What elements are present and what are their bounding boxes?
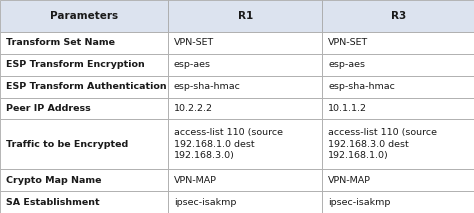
- Bar: [322, 169, 474, 191]
- Bar: [0, 54, 168, 76]
- Text: VPN-MAP: VPN-MAP: [328, 176, 371, 185]
- Text: Traffic to be Encrypted: Traffic to be Encrypted: [6, 140, 128, 149]
- Bar: [0, 98, 168, 119]
- Text: ipsec-isakmp: ipsec-isakmp: [328, 198, 391, 207]
- Bar: [0, 191, 168, 213]
- Bar: [0, 76, 168, 98]
- Bar: [322, 98, 474, 119]
- Bar: [322, 32, 474, 54]
- Text: esp-aes: esp-aes: [174, 60, 211, 69]
- Bar: [0, 32, 168, 54]
- Bar: [168, 191, 322, 213]
- Bar: [0, 169, 168, 191]
- Text: esp-sha-hmac: esp-sha-hmac: [328, 82, 395, 91]
- Text: R1: R1: [237, 11, 253, 21]
- Text: R3: R3: [391, 11, 406, 21]
- Text: access-list 110 (source
192.168.3.0 dest
192.168.1.0): access-list 110 (source 192.168.3.0 dest…: [328, 128, 437, 160]
- Bar: [322, 191, 474, 213]
- Text: access-list 110 (source
192.168.1.0 dest
192.168.3.0): access-list 110 (source 192.168.1.0 dest…: [174, 128, 283, 160]
- Bar: [322, 76, 474, 98]
- Bar: [322, 54, 474, 76]
- Text: Crypto Map Name: Crypto Map Name: [6, 176, 101, 185]
- Bar: [168, 0, 322, 32]
- Text: Peer IP Address: Peer IP Address: [6, 104, 91, 113]
- Text: ESP Transform Encryption: ESP Transform Encryption: [6, 60, 145, 69]
- Text: SA Establishment: SA Establishment: [6, 198, 100, 207]
- Text: 10.1.1.2: 10.1.1.2: [328, 104, 367, 113]
- Bar: [0, 0, 168, 32]
- Text: esp-aes: esp-aes: [328, 60, 365, 69]
- Text: ipsec-isakmp: ipsec-isakmp: [174, 198, 237, 207]
- Text: esp-sha-hmac: esp-sha-hmac: [174, 82, 241, 91]
- Bar: [168, 54, 322, 76]
- Bar: [168, 76, 322, 98]
- Text: Parameters: Parameters: [50, 11, 118, 21]
- Bar: [0, 119, 168, 169]
- Bar: [168, 119, 322, 169]
- Text: VPN-SET: VPN-SET: [328, 39, 368, 47]
- Bar: [168, 169, 322, 191]
- Text: ESP Transform Authentication: ESP Transform Authentication: [6, 82, 166, 91]
- Text: VPN-MAP: VPN-MAP: [174, 176, 217, 185]
- Text: VPN-SET: VPN-SET: [174, 39, 214, 47]
- Bar: [322, 0, 474, 32]
- Text: 10.2.2.2: 10.2.2.2: [174, 104, 213, 113]
- Text: Transform Set Name: Transform Set Name: [6, 39, 115, 47]
- Bar: [168, 98, 322, 119]
- Bar: [168, 32, 322, 54]
- Bar: [322, 119, 474, 169]
